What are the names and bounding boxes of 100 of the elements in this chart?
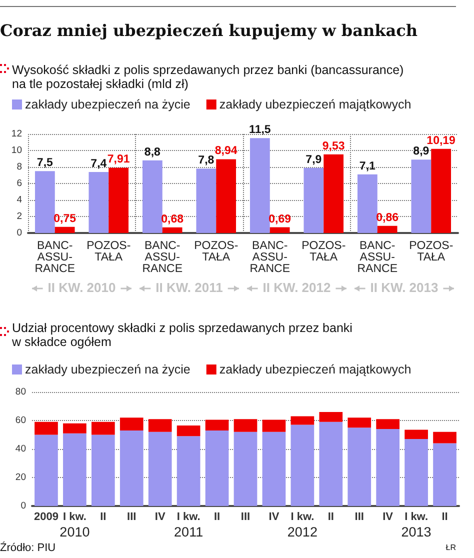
- data-label: 7,4: [90, 158, 108, 170]
- data-label: 8,8: [144, 146, 162, 158]
- bar: [348, 418, 372, 428]
- data-label: 0,68: [161, 213, 184, 226]
- text: Źródło: PIU: [0, 542, 56, 554]
- bar: [176, 425, 200, 436]
- bar: [34, 434, 58, 506]
- bar: [108, 168, 129, 233]
- bar: [270, 227, 290, 233]
- bar: [148, 419, 172, 432]
- bar: [88, 172, 109, 233]
- y-tick-label: 80: [15, 386, 26, 398]
- bar: [63, 433, 86, 506]
- x-tick-label: POZOS-TAŁA: [194, 240, 238, 264]
- y-tick-label: 0: [16, 228, 22, 238]
- bar: [262, 420, 286, 432]
- x-tick-label: II: [442, 511, 448, 523]
- bar: [377, 226, 398, 233]
- x-tick-label: IV: [268, 511, 280, 523]
- chart-title: Udział procentowy składki z polis sprzedawanych przez banki w składce ogółem: [12, 321, 354, 349]
- chart-subtitle: Wysokość składki z polis sprzedawanych przez banki (bancassurance) na tle pozostałej składki (mld zł): [12, 63, 405, 91]
- bar: [290, 416, 314, 425]
- bar: [216, 159, 236, 233]
- x-tick-label: POZOS-TAŁA: [302, 240, 346, 264]
- bar: [431, 148, 452, 233]
- x-tick-label: I kw. 2010: [60, 511, 90, 540]
- bar: [411, 160, 432, 233]
- bar: [120, 418, 144, 430]
- bar: [148, 432, 172, 506]
- data-label: 7,5: [36, 157, 54, 170]
- bar: [196, 168, 216, 233]
- bar: [404, 439, 428, 506]
- data-label: 7,8: [198, 154, 215, 167]
- text: II KW. 2011: [156, 280, 223, 295]
- bar: [324, 154, 344, 233]
- data-label: 8,94: [214, 145, 238, 158]
- y-tick-label: 10: [11, 145, 22, 156]
- text: ŁR: [446, 543, 456, 553]
- y-tick-label: 0: [20, 500, 26, 512]
- bar: [162, 227, 182, 233]
- x-tick-label: II: [328, 511, 334, 523]
- data-label: 7,1: [359, 160, 376, 172]
- x-tick-label: III: [127, 511, 136, 523]
- x-tick-label: II: [100, 511, 106, 523]
- x-tick-label: BANC-ASSU-RANCE: [250, 240, 290, 275]
- bar: [290, 424, 314, 506]
- legend-label: zakłady ubezpieczeń majątkowych: [219, 98, 412, 112]
- bar: [176, 436, 200, 506]
- text: II KW. 2012: [262, 280, 331, 295]
- legend-label: zakłady ubezpieczeń na życie: [25, 98, 190, 112]
- bar: [357, 174, 378, 233]
- bar: [234, 432, 258, 506]
- bar: [205, 430, 229, 506]
- data-label: 0,86: [376, 212, 399, 224]
- legend-label: zakłady ubezpieczeń majątkowych: [219, 362, 412, 376]
- x-tick-label: POZOS-TAŁA: [86, 240, 131, 264]
- bar: [319, 412, 343, 422]
- data-label: 0,69: [268, 213, 292, 226]
- x-tick-label: BANC-ASSU-RANCE: [142, 240, 183, 275]
- data-label: 8,9: [413, 146, 430, 158]
- bar: [262, 432, 286, 506]
- bar: [404, 430, 428, 440]
- bar: [91, 434, 115, 506]
- bar: [433, 432, 456, 444]
- x-tick-label: IV: [382, 511, 394, 523]
- bar: [304, 168, 324, 233]
- bar: [348, 428, 372, 506]
- data-label: 9,53: [322, 140, 345, 152]
- bar: [120, 430, 144, 506]
- bar: [34, 171, 55, 233]
- data-label: 7,9: [306, 154, 322, 166]
- x-tick-label: POZOS-TAŁA: [409, 240, 454, 264]
- bar: [142, 160, 162, 233]
- x-tick-label: IV: [154, 511, 166, 523]
- x-tick-label: III: [240, 511, 250, 523]
- bar: [234, 419, 258, 432]
- bar: [376, 419, 400, 430]
- bar: [91, 422, 115, 435]
- y-tick-label: 12: [11, 128, 22, 140]
- data-label: 7,91: [107, 154, 130, 166]
- y-tick-label: 2: [16, 211, 22, 222]
- bar: [205, 420, 229, 430]
- bar: [376, 429, 400, 506]
- x-tick-label: BANC-ASSU-RANCE: [34, 240, 76, 275]
- y-tick-label: 20: [15, 472, 26, 483]
- bar: [250, 138, 270, 233]
- y-tick-label: 40: [15, 444, 26, 454]
- bar: [54, 226, 75, 233]
- x-tick-label: I kw. 2011: [174, 511, 204, 540]
- data-label: 11,5: [249, 124, 272, 136]
- x-tick-label: III: [354, 511, 364, 523]
- y-tick-label: 4: [16, 194, 22, 206]
- data-label: 0,75: [54, 212, 77, 225]
- x-tick-label: II: [214, 511, 220, 523]
- bar: [63, 423, 86, 434]
- bar: [433, 443, 456, 506]
- text: II KW. 2013: [370, 280, 438, 295]
- x-tick-label: 2009: [34, 511, 58, 523]
- x-tick-label: I kw. 2013: [401, 511, 432, 540]
- x-tick-label: I kw. 2012: [287, 511, 318, 540]
